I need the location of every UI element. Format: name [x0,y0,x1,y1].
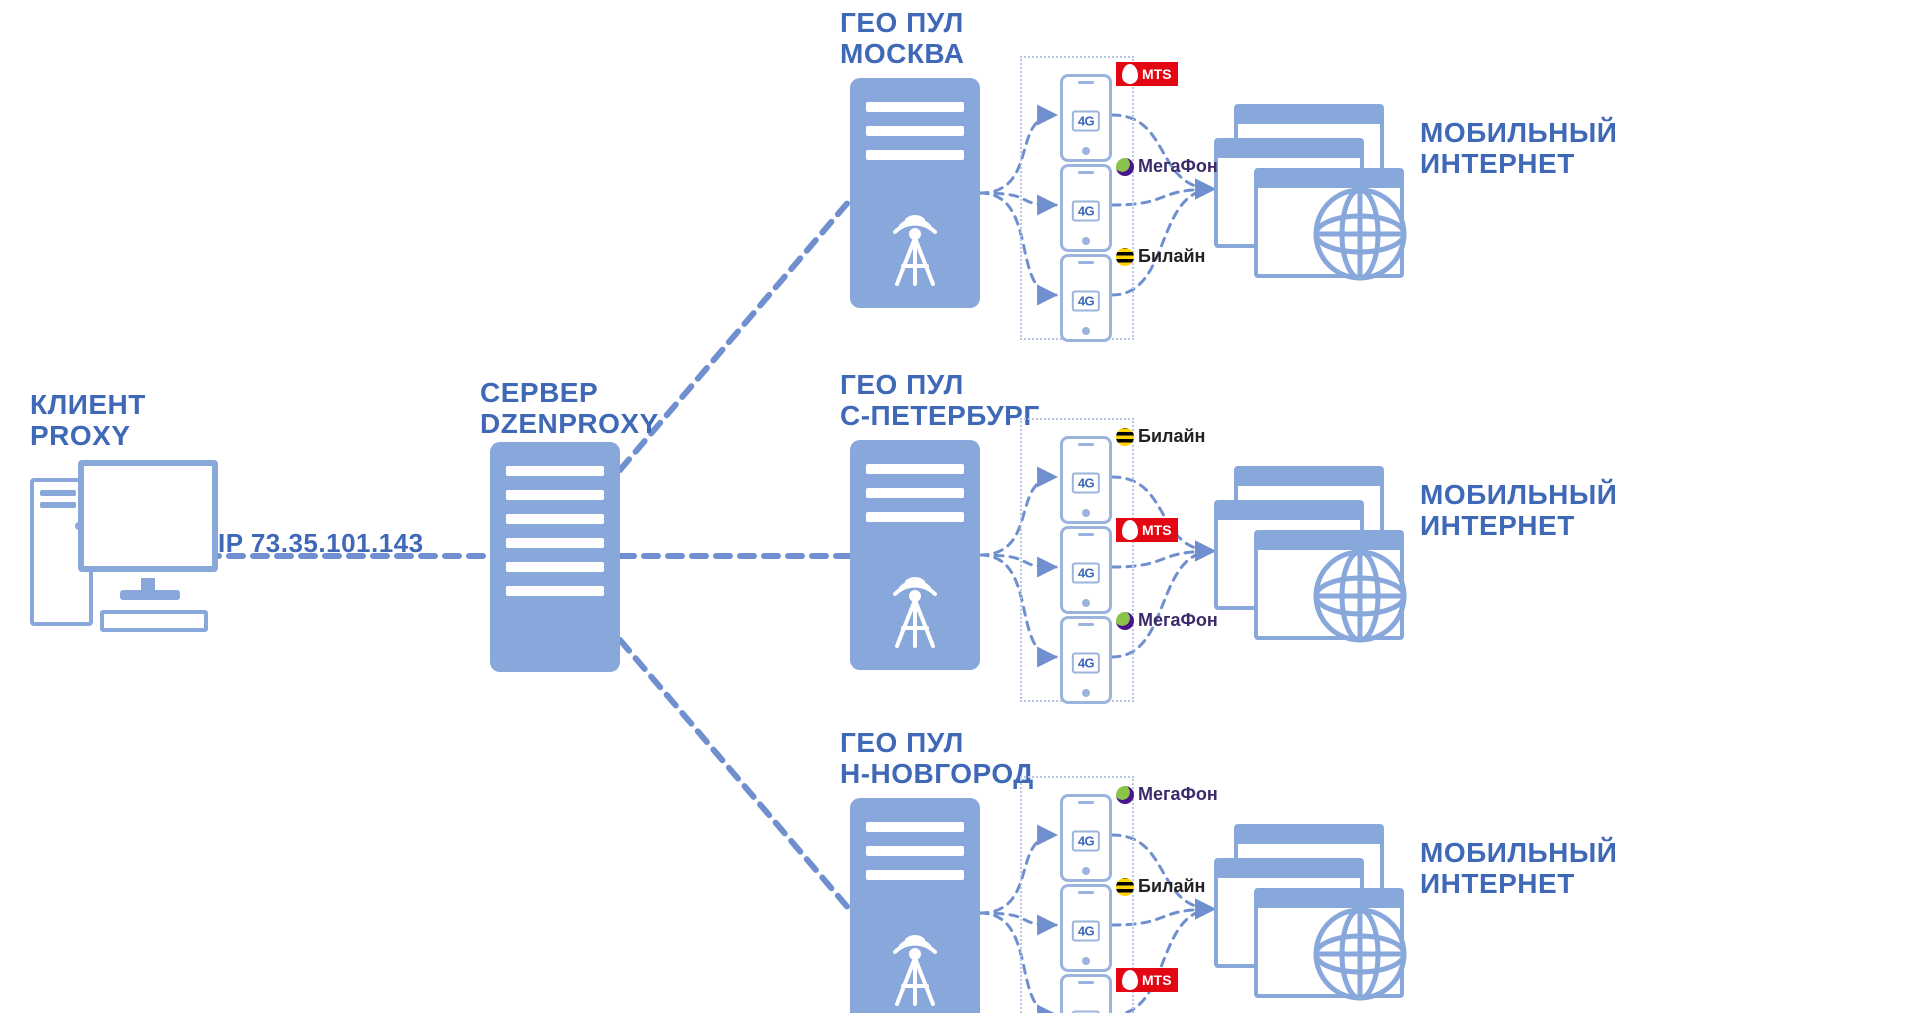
operator-badge-mts: MTS [1116,518,1178,542]
mobile-internet-icon [1210,466,1410,636]
mobile-internet-icon [1210,104,1410,274]
client-title: КЛИЕНТ PROXY [30,390,146,452]
mobile-internet-title: МОБИЛЬНЫЙ ИНТЕРНЕТ [1420,118,1617,180]
operator-badge-beeline: Билайн [1116,426,1205,447]
phone-4g-icon: 4G [1060,526,1112,614]
main-server-icon [490,442,620,672]
geo-pool-title-spb: ГЕО ПУЛ С-ПЕТЕРБУРГ [840,370,1040,432]
operator-badge-megafon: МегаФон [1116,784,1218,805]
operator-badge-beeline: Билайн [1116,876,1205,897]
phone-4g-icon: 4G [1060,254,1112,342]
phone-4g-icon: 4G [1060,974,1112,1013]
mobile-internet-title: МОБИЛЬНЫЙ ИНТЕРНЕТ [1420,480,1617,542]
diagram-stage: { "colors": { "primary": "#3f68b6", "sha… [0,0,1916,1013]
phone-4g-icon: 4G [1060,616,1112,704]
operator-badge-megafon: МегаФон [1116,156,1218,177]
operator-badge-beeline: Билайн [1116,246,1205,267]
client-computer-icon [30,460,205,630]
main-server-title: СЕРВЕР DZENPROXY [480,378,659,440]
phone-4g-icon: 4G [1060,164,1112,252]
phone-4g-icon: 4G [1060,884,1112,972]
geo-pool-title-nn: ГЕО ПУЛ Н-НОВГОРОД [840,728,1034,790]
phone-4g-icon: 4G [1060,794,1112,882]
phone-4g-icon: 4G [1060,436,1112,524]
geo-pool-title-moscow: ГЕО ПУЛ МОСКВА [840,8,964,70]
operator-badge-mts: MTS [1116,62,1178,86]
phone-4g-icon: 4G [1060,74,1112,162]
operator-badge-megafon: МегаФон [1116,610,1218,631]
mobile-internet-title: МОБИЛЬНЫЙ ИНТЕРНЕТ [1420,838,1617,900]
ip-address-label: IP 73.35.101.143 [218,528,424,559]
operator-badge-mts: MTS [1116,968,1178,992]
geo-pool-server-nn [850,798,980,1013]
mobile-internet-icon [1210,824,1410,994]
geo-pool-server-moscow [850,78,980,308]
geo-pool-server-spb [850,440,980,670]
